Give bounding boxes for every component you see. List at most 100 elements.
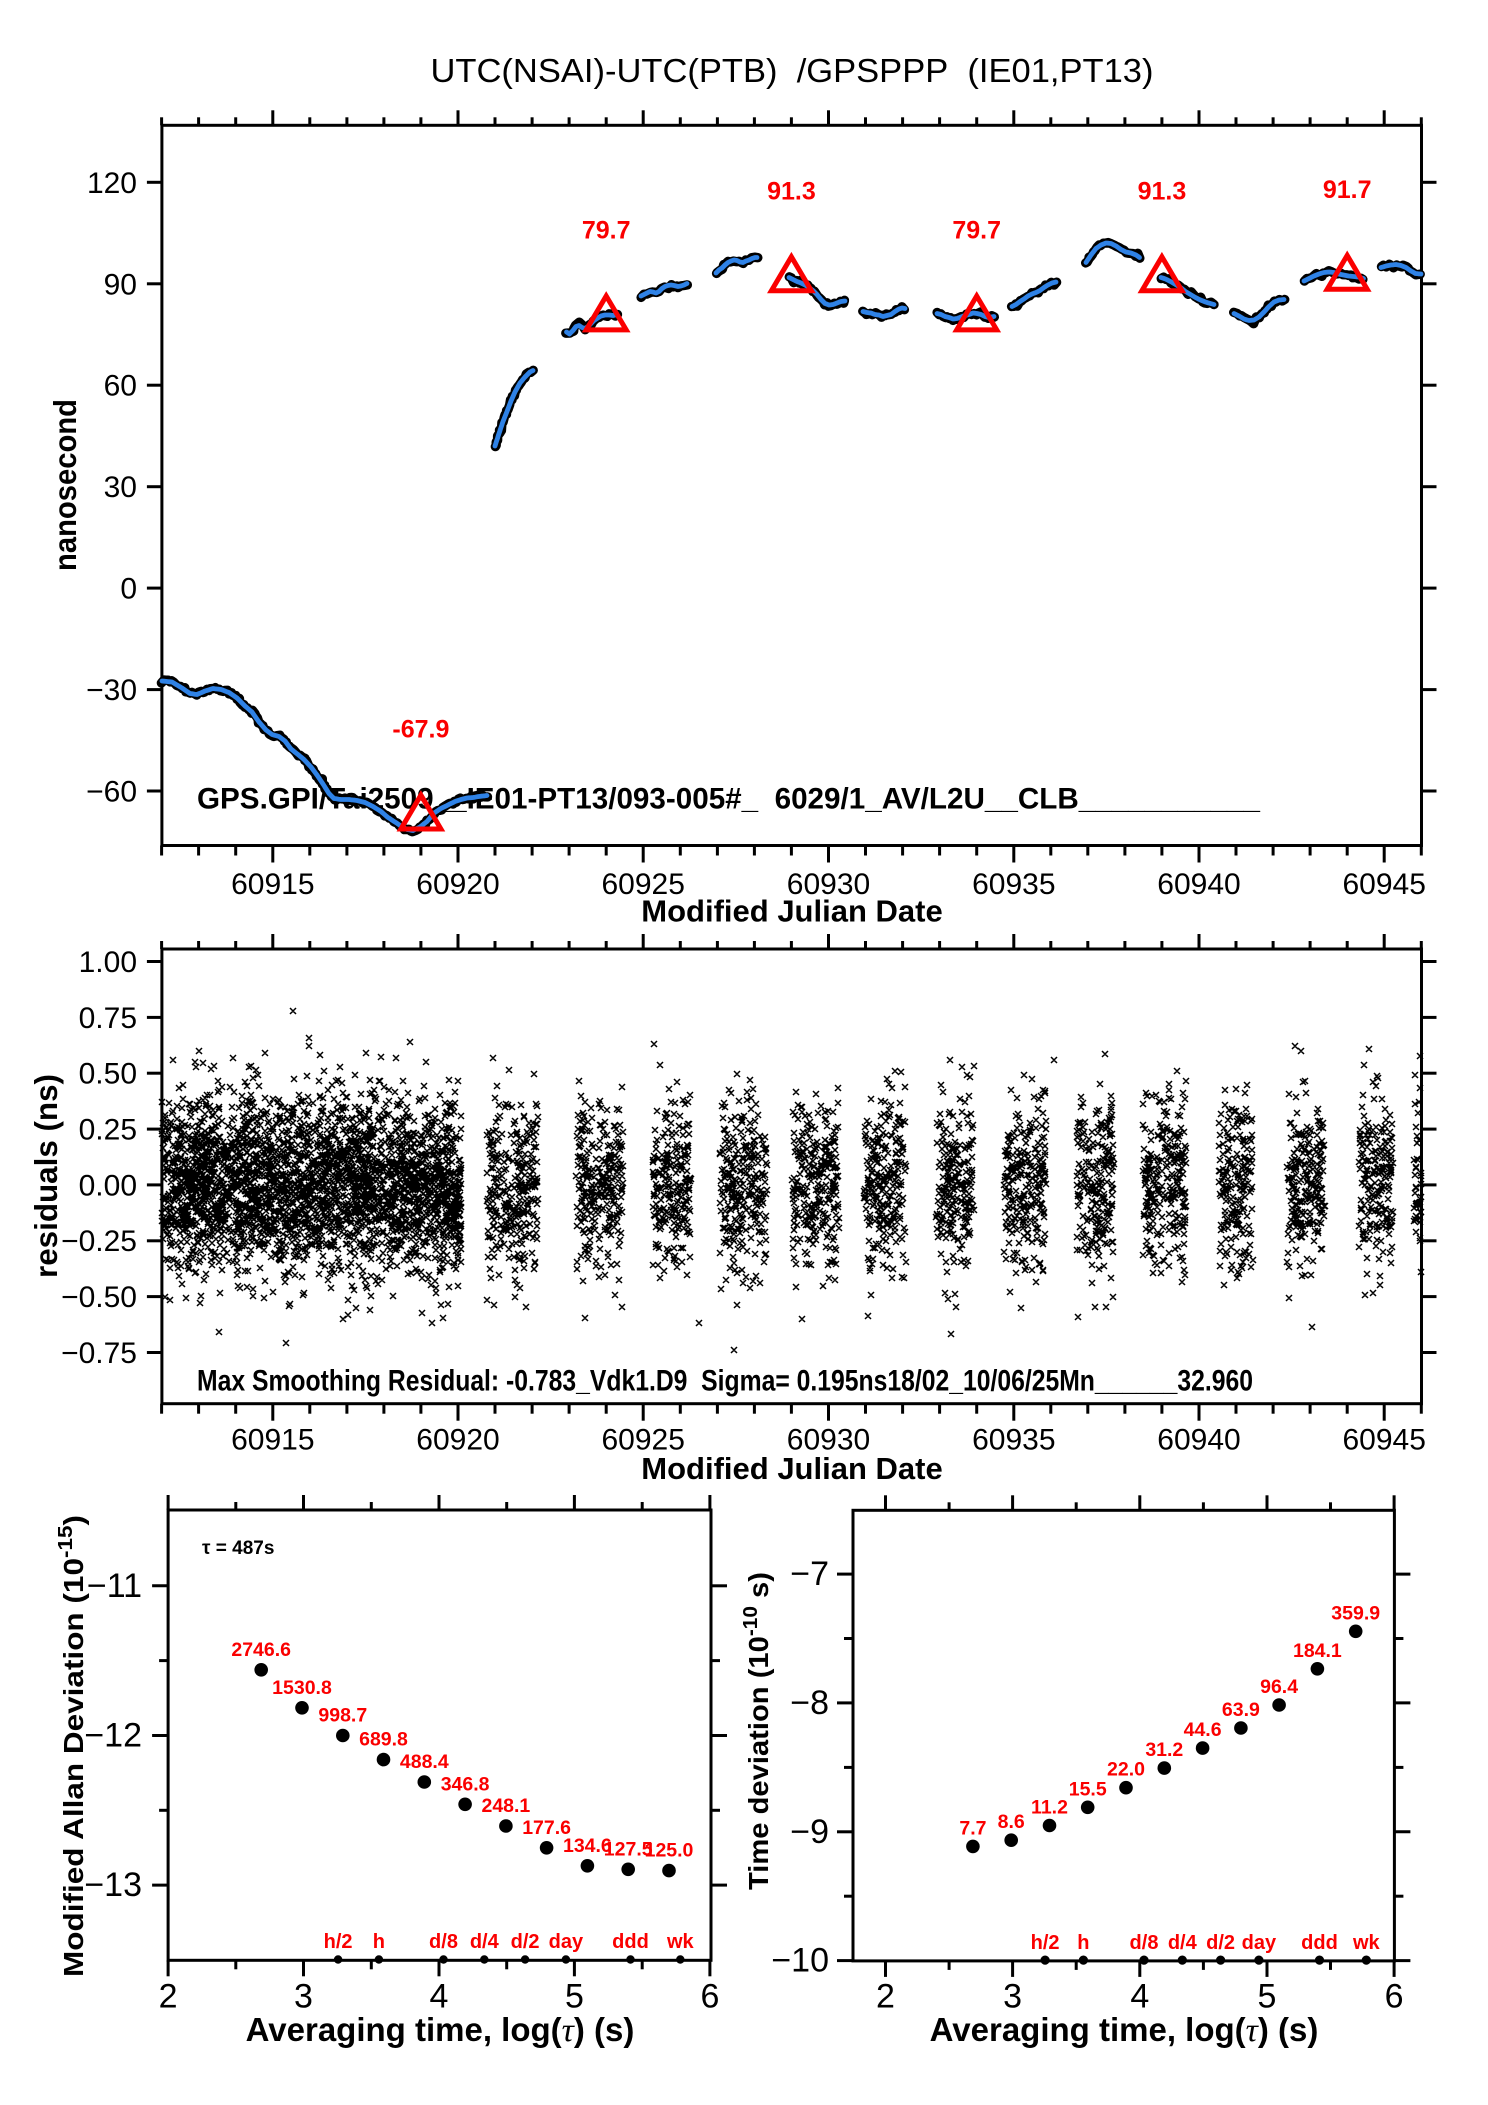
svg-text:h/2: h/2 bbox=[324, 1931, 353, 1953]
svg-text:60925: 60925 bbox=[601, 1424, 684, 1457]
svg-text:day: day bbox=[549, 1931, 584, 1953]
svg-text:60945: 60945 bbox=[1342, 868, 1425, 901]
svg-text:177.6: 177.6 bbox=[522, 1817, 571, 1839]
svg-text:h: h bbox=[1077, 1932, 1089, 1954]
svg-text:91.3: 91.3 bbox=[1138, 177, 1187, 205]
svg-text:3: 3 bbox=[294, 1978, 313, 2016]
svg-text:248.1: 248.1 bbox=[481, 1795, 530, 1817]
svg-text:1.00: 1.00 bbox=[79, 946, 137, 979]
svg-text:2746.6: 2746.6 bbox=[231, 1639, 291, 1661]
svg-text:−30: −30 bbox=[86, 674, 137, 707]
svg-text:τ = 487s: τ = 487s bbox=[202, 1538, 274, 1559]
svg-text:3: 3 bbox=[1003, 1978, 1022, 2016]
svg-text:h/2: h/2 bbox=[1031, 1932, 1060, 1954]
svg-text:134.6: 134.6 bbox=[563, 1835, 612, 1857]
svg-text:−9: −9 bbox=[790, 1813, 829, 1851]
svg-text:0.75: 0.75 bbox=[79, 1002, 137, 1035]
svg-text:15.5: 15.5 bbox=[1069, 1778, 1107, 1800]
svg-text:−7: −7 bbox=[790, 1555, 829, 1593]
svg-text:998.7: 998.7 bbox=[318, 1705, 367, 1727]
svg-text:96.4: 96.4 bbox=[1260, 1676, 1298, 1698]
svg-text:wk: wk bbox=[666, 1931, 695, 1953]
svg-text:60940: 60940 bbox=[1157, 1424, 1240, 1457]
svg-text:63.9: 63.9 bbox=[1222, 1699, 1260, 1721]
svg-text:22.0: 22.0 bbox=[1107, 1759, 1145, 1781]
svg-text:nanosecond: nanosecond bbox=[47, 399, 83, 571]
svg-text:91.7: 91.7 bbox=[1323, 176, 1372, 204]
svg-text:d/4: d/4 bbox=[1168, 1932, 1198, 1954]
svg-text:11.2: 11.2 bbox=[1031, 1797, 1068, 1819]
svg-text:91.3: 91.3 bbox=[767, 177, 816, 205]
svg-text:488.4: 488.4 bbox=[400, 1751, 449, 1773]
svg-text:60920: 60920 bbox=[416, 868, 499, 901]
svg-text:60935: 60935 bbox=[972, 868, 1055, 901]
svg-text:60940: 60940 bbox=[1157, 868, 1240, 901]
svg-text:Max Smoothing Residual: -0.783: Max Smoothing Residual: -0.783_Vdk1.D9 S… bbox=[197, 1365, 1253, 1398]
svg-text:residuals (ns): residuals (ns) bbox=[28, 1074, 64, 1278]
svg-text:Modified Julian Date: Modified Julian Date bbox=[641, 1451, 942, 1486]
svg-text:346.8: 346.8 bbox=[441, 1773, 490, 1795]
svg-text:8.6: 8.6 bbox=[998, 1811, 1025, 1833]
svg-text:60915: 60915 bbox=[231, 1424, 314, 1457]
svg-text:−0.75: −0.75 bbox=[61, 1337, 137, 1370]
svg-text:4: 4 bbox=[1130, 1978, 1149, 2016]
svg-text:60945: 60945 bbox=[1342, 1424, 1425, 1457]
svg-text:184.1: 184.1 bbox=[1293, 1640, 1342, 1662]
svg-text:90: 90 bbox=[104, 268, 137, 301]
svg-text:−60: −60 bbox=[86, 776, 137, 809]
svg-text:60930: 60930 bbox=[787, 1424, 870, 1457]
svg-text:79.7: 79.7 bbox=[952, 217, 1001, 245]
svg-text:79.7: 79.7 bbox=[582, 217, 631, 245]
svg-text:wk: wk bbox=[1352, 1932, 1381, 1954]
svg-text:−12: −12 bbox=[84, 1717, 142, 1755]
svg-text:d/8: d/8 bbox=[1130, 1932, 1159, 1954]
svg-text:UTC(NSAI)-UTC(PTB) /GPSPPP (: UTC(NSAI)-UTC(PTB) /GPSPPP (IE01,PT13) bbox=[431, 52, 1154, 89]
svg-text:5: 5 bbox=[1258, 1978, 1277, 2016]
svg-text:60935: 60935 bbox=[972, 1424, 1055, 1457]
svg-text:6: 6 bbox=[700, 1978, 719, 2016]
svg-text:−11: −11 bbox=[87, 1567, 142, 1605]
svg-text:60915: 60915 bbox=[231, 868, 314, 901]
svg-text:2: 2 bbox=[876, 1978, 895, 2016]
svg-text:44.6: 44.6 bbox=[1184, 1719, 1222, 1741]
svg-text:0: 0 bbox=[120, 573, 137, 606]
svg-text:−0.25: −0.25 bbox=[61, 1225, 137, 1258]
svg-text:−10: −10 bbox=[771, 1942, 829, 1980]
svg-text:60920: 60920 bbox=[416, 1424, 499, 1457]
svg-text:−8: −8 bbox=[790, 1684, 829, 1722]
svg-text:120: 120 bbox=[87, 167, 137, 200]
svg-text:125.0: 125.0 bbox=[645, 1840, 694, 1862]
svg-text:d/4: d/4 bbox=[470, 1931, 500, 1953]
svg-text:Averaging time, log(τ) (s): Averaging time, log(τ) (s) bbox=[930, 2011, 1319, 2049]
svg-text:127.5: 127.5 bbox=[604, 1838, 653, 1860]
svg-text:−0.50: −0.50 bbox=[61, 1281, 137, 1314]
svg-text:2: 2 bbox=[159, 1978, 178, 2016]
svg-text:60925: 60925 bbox=[601, 868, 684, 901]
svg-text:d/2: d/2 bbox=[1206, 1932, 1235, 1954]
svg-text:0.25: 0.25 bbox=[79, 1114, 137, 1147]
svg-text:0.50: 0.50 bbox=[79, 1058, 137, 1091]
svg-text:5: 5 bbox=[565, 1978, 584, 2016]
svg-text:Modified Julian Date: Modified Julian Date bbox=[641, 894, 942, 929]
svg-text:60: 60 bbox=[104, 370, 137, 403]
svg-text:31.2: 31.2 bbox=[1145, 1739, 1183, 1761]
svg-text:ddd: ddd bbox=[612, 1931, 649, 1953]
svg-text:h: h bbox=[373, 1931, 385, 1953]
svg-text:6: 6 bbox=[1385, 1978, 1404, 2016]
svg-text:60930: 60930 bbox=[787, 868, 870, 901]
svg-text:1530.8: 1530.8 bbox=[272, 1677, 332, 1699]
svg-text:d/8: d/8 bbox=[429, 1931, 458, 1953]
svg-text:-67.9: -67.9 bbox=[392, 716, 449, 744]
svg-text:30: 30 bbox=[104, 471, 137, 504]
svg-text:day: day bbox=[1242, 1932, 1277, 1954]
svg-text:0.00: 0.00 bbox=[79, 1169, 137, 1202]
svg-text:Modified Allan Deviation (10-1: Modified Allan Deviation (10-15) bbox=[55, 1515, 89, 1977]
svg-text:7.7: 7.7 bbox=[959, 1817, 986, 1839]
svg-text:ddd: ddd bbox=[1301, 1932, 1338, 1954]
svg-text:d/2: d/2 bbox=[511, 1931, 540, 1953]
svg-text:−13: −13 bbox=[84, 1866, 142, 1904]
svg-text:689.8: 689.8 bbox=[359, 1729, 408, 1751]
svg-text:4: 4 bbox=[430, 1978, 449, 2016]
svg-text:359.9: 359.9 bbox=[1331, 1602, 1380, 1624]
svg-text:Averaging time, log(τ) (s): Averaging time, log(τ) (s) bbox=[246, 2011, 635, 2049]
